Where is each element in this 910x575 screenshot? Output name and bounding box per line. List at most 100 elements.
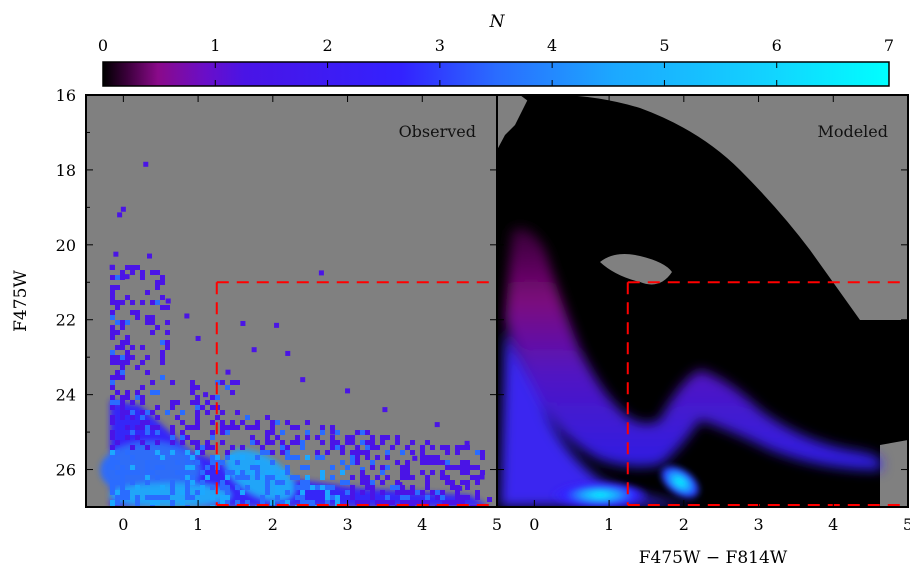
star-pixel	[200, 450, 205, 455]
star-pixel	[440, 495, 445, 500]
star-pixel	[365, 500, 370, 505]
star-pixel	[370, 495, 375, 500]
star-pixel	[160, 495, 165, 500]
star-pixel	[155, 405, 160, 410]
star-pixel	[220, 495, 225, 500]
star-pixel	[150, 380, 155, 385]
star-pixel	[265, 415, 270, 420]
star-pixel	[250, 470, 255, 475]
star-pixel	[455, 495, 460, 500]
star-pixel	[465, 465, 470, 470]
star-pixel	[440, 490, 445, 495]
star-pixel	[165, 410, 170, 415]
star-pixel	[190, 390, 195, 395]
star-pixel	[195, 420, 200, 425]
star-pixel	[405, 490, 410, 495]
star-pixel	[230, 455, 235, 460]
star-pixel	[405, 470, 410, 475]
star-pixel	[180, 410, 185, 415]
star-pixel	[115, 300, 120, 305]
star-pixel	[365, 485, 370, 490]
star-pixel	[195, 445, 200, 450]
star-pixel	[180, 420, 185, 425]
star-pixel	[190, 440, 195, 445]
star-pixel	[365, 450, 370, 455]
x-tick-label: 1	[193, 515, 203, 534]
y-tick-label: 22	[56, 311, 76, 330]
star-pixel	[455, 485, 460, 490]
star-pixel	[124, 274, 130, 280]
star-pixel	[155, 490, 160, 495]
star-pixel	[360, 475, 365, 480]
star-pixel	[200, 480, 205, 485]
star-pixel	[115, 440, 120, 445]
star-pixel	[475, 480, 480, 485]
star-pixel	[275, 480, 280, 485]
star-pixel	[465, 495, 470, 500]
star-pixel	[110, 375, 115, 380]
star-pixel	[115, 400, 120, 405]
star-pixel	[165, 298, 171, 304]
star-pixel	[405, 465, 410, 470]
star-pixel	[487, 497, 493, 503]
star-pixel	[160, 355, 165, 360]
star-pixel	[390, 485, 395, 490]
star-pixel	[315, 455, 320, 460]
star-pixel	[230, 420, 235, 425]
star-pixel	[300, 445, 305, 450]
star-pixel	[125, 495, 130, 500]
star-pixel	[365, 480, 370, 485]
star-pixel	[330, 465, 335, 470]
star-pixel	[460, 470, 465, 475]
star-pixel	[400, 475, 405, 480]
star-pixel	[320, 475, 325, 480]
star-pixel	[170, 400, 175, 405]
star-pixel	[145, 410, 150, 415]
star-pixel	[200, 470, 205, 475]
star-pixel	[255, 470, 260, 475]
star-pixel	[205, 445, 210, 450]
star-pixel	[255, 460, 260, 465]
star-pixel	[475, 465, 480, 470]
star-pixel	[300, 465, 305, 470]
star-pixel	[155, 425, 160, 430]
star-pixel	[185, 460, 190, 465]
star-pixel	[185, 490, 190, 495]
star-pixel	[145, 370, 150, 375]
star-pixel	[175, 460, 180, 465]
star-pixel	[155, 430, 160, 435]
star-pixel	[464, 440, 470, 446]
star-pixel	[420, 455, 425, 460]
star-pixel	[210, 445, 215, 450]
star-pixel	[355, 450, 360, 455]
star-pixel	[190, 480, 195, 485]
star-pixel	[125, 295, 130, 300]
star-pixel	[110, 420, 115, 425]
star-pixel	[225, 430, 230, 435]
star-pixel	[170, 440, 175, 445]
star-pixel	[290, 440, 295, 445]
star-pixel	[140, 420, 145, 425]
star-pixel	[190, 385, 195, 390]
star-pixel	[180, 500, 185, 505]
star-pixel	[150, 410, 155, 415]
star-pixel	[140, 275, 145, 280]
star-pixel	[115, 390, 120, 395]
colorbar-tick-label: 4	[547, 36, 557, 55]
star-pixel	[190, 455, 195, 460]
star-pixel	[190, 400, 195, 405]
star-pixel	[330, 475, 335, 480]
star-pixel	[455, 445, 460, 450]
star-pixel	[385, 455, 390, 460]
star-pixel	[155, 500, 160, 505]
star-pixel	[120, 490, 125, 495]
star-pixel	[145, 430, 150, 435]
star-pixel	[155, 495, 160, 500]
star-pixel	[110, 450, 115, 455]
star-pixel	[285, 445, 290, 450]
star-pixel	[350, 490, 355, 495]
star-pixel	[442, 500, 448, 506]
star-pixel	[460, 500, 465, 505]
star-pixel	[420, 470, 425, 475]
star-pixel	[350, 495, 355, 500]
